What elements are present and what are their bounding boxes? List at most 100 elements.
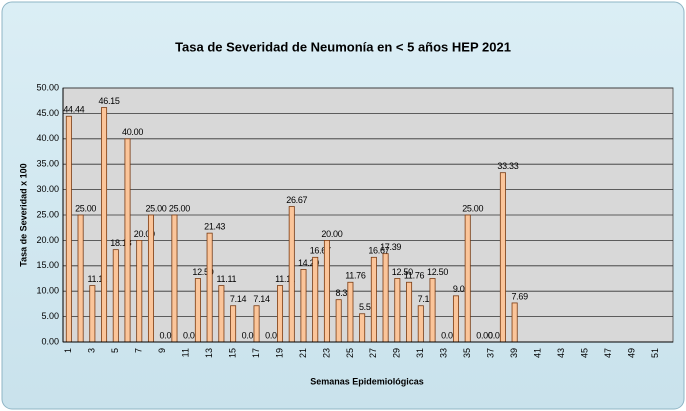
- value-label: 7.14: [418, 294, 435, 304]
- y-tick-label: 50.00: [36, 82, 59, 92]
- bar: [382, 253, 389, 343]
- value-label: 7.14: [230, 294, 247, 304]
- value-label: 12.50: [192, 267, 213, 277]
- bar: [194, 278, 201, 343]
- x-tick-label: 13: [204, 348, 214, 358]
- y-tick-label: 40.00: [36, 133, 59, 143]
- value-label: 33.33: [497, 161, 518, 171]
- value-label: 16.67: [310, 246, 331, 256]
- bar: [464, 214, 471, 343]
- bar: [429, 278, 436, 343]
- value-label: 20.00: [321, 229, 342, 239]
- value-label: 0.00: [183, 330, 200, 340]
- value-label: 9.09: [453, 284, 470, 294]
- y-tick-label: 30.00: [36, 184, 59, 194]
- bar: [206, 232, 213, 343]
- chart-title: Tasa de Severidad de Neumonía en < 5 año…: [175, 39, 511, 54]
- x-tick-label: 35: [462, 348, 472, 358]
- value-label: 12.50: [427, 267, 448, 277]
- x-tick-label: 21: [298, 348, 308, 358]
- value-label: 16.67: [368, 246, 389, 256]
- value-label: 40.00: [122, 127, 143, 137]
- value-label: 17.39: [380, 242, 401, 252]
- y-tick-label: 25.00: [36, 209, 59, 219]
- bar: [406, 281, 413, 343]
- bar: [218, 285, 225, 343]
- value-label: 21.43: [204, 222, 225, 232]
- x-tick-label: 5: [110, 348, 120, 353]
- bar: [147, 214, 154, 343]
- x-tick-label: 25: [345, 348, 355, 358]
- bar: [499, 172, 506, 343]
- value-label: 8.33: [336, 288, 353, 298]
- y-tick-label: 15.00: [36, 260, 59, 270]
- value-label: 11.76: [404, 271, 425, 281]
- bar: [77, 214, 84, 343]
- x-tick-label: 1: [63, 348, 73, 353]
- value-label: 5.56: [359, 302, 376, 312]
- value-label: 0.00: [476, 330, 493, 340]
- x-axis-label: Semanas Epidemiológicas: [310, 376, 424, 386]
- value-label: 11.11: [275, 274, 295, 284]
- x-tick-label: 41: [532, 348, 542, 358]
- y-tick-label: 0.00: [41, 336, 59, 346]
- bar: [65, 115, 72, 343]
- bar: [312, 256, 319, 343]
- bar: [394, 278, 401, 343]
- x-tick-label: 19: [274, 348, 284, 358]
- y-tick-label: 35.00: [36, 159, 59, 169]
- bar: [300, 269, 307, 343]
- bar: [124, 138, 131, 343]
- bar: [101, 107, 108, 343]
- x-tick-label: 39: [509, 348, 519, 358]
- value-label: 18.18: [110, 238, 131, 248]
- y-tick-label: 20.00: [36, 235, 59, 245]
- value-label: 25.00: [145, 203, 166, 213]
- bar: [136, 239, 143, 343]
- x-tick-label: 9: [157, 348, 167, 353]
- x-tick-label: 47: [603, 348, 613, 358]
- value-label: 11.76: [345, 271, 366, 281]
- value-label: 25.00: [75, 203, 96, 213]
- value-label: 25.00: [169, 203, 190, 213]
- bar: [277, 285, 284, 343]
- value-label: 46.15: [99, 96, 120, 106]
- bar: [89, 285, 96, 343]
- y-tick-label: 45.00: [36, 108, 59, 118]
- x-tick-label: 11: [181, 348, 191, 357]
- bar: [288, 206, 295, 343]
- value-label: 0.00: [242, 330, 259, 340]
- bar: [112, 249, 119, 343]
- value-label: 0.00: [488, 330, 505, 340]
- x-tick-label: 33: [439, 348, 449, 358]
- bar: [253, 305, 260, 343]
- x-tick-label: 43: [556, 348, 566, 358]
- value-label: 26.67: [286, 195, 307, 205]
- x-tick-label: 29: [392, 348, 402, 358]
- value-label: 7.14: [253, 294, 270, 304]
- y-tick-label: 5.00: [41, 311, 59, 321]
- value-label: 14.29: [298, 258, 319, 268]
- bar: [335, 299, 342, 343]
- bar: [230, 305, 237, 343]
- bar: [323, 239, 330, 343]
- value-label: 0.00: [441, 330, 458, 340]
- bar: [171, 214, 178, 343]
- bar: [347, 281, 354, 343]
- x-tick-label: 37: [486, 348, 496, 358]
- x-tick-label: 49: [626, 348, 636, 358]
- y-tick-label: 10.00: [36, 286, 59, 296]
- x-tick-label: 3: [87, 348, 97, 353]
- x-tick-label: 23: [321, 348, 331, 358]
- x-tick-label: 45: [579, 348, 589, 358]
- value-label: 11.11: [87, 274, 107, 284]
- x-tick-label: 7: [134, 348, 144, 353]
- value-label: 7.69: [511, 291, 528, 301]
- bar: [452, 295, 459, 343]
- bar: [370, 256, 377, 343]
- x-tick-label: 51: [650, 348, 660, 358]
- x-tick-label: 27: [368, 348, 378, 358]
- value-label: 20.00: [134, 229, 155, 239]
